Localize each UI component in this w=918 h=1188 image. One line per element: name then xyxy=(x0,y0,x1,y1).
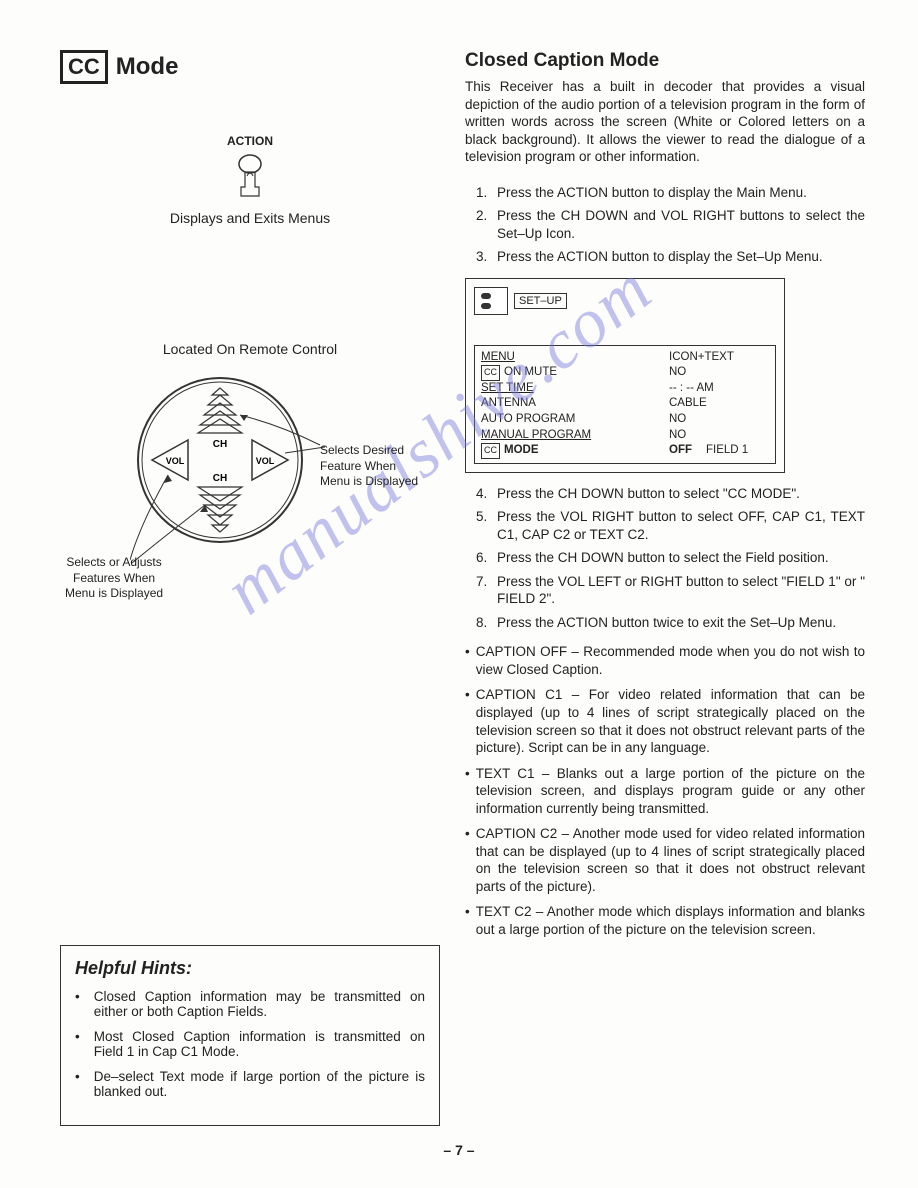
hints-title: Helpful Hints: xyxy=(75,958,425,979)
action-caption: Displays and Exits Menus xyxy=(60,210,440,226)
vol-left-label: VOL xyxy=(166,456,185,466)
desc-item: CAPTION OFF – Recommended mode when you … xyxy=(465,643,865,678)
step-item: Press the CH DOWN button to select "CC M… xyxy=(491,485,865,503)
setup-icon xyxy=(474,287,508,315)
page-number: – 7 – xyxy=(0,1142,918,1158)
helpful-hints-box: Helpful Hints: •Closed Caption informati… xyxy=(60,945,440,1126)
vol-right-label: VOL xyxy=(256,456,275,466)
desc-item: CAPTION C2 – Another mode used for video… xyxy=(465,825,865,895)
action-button-icon xyxy=(230,152,270,200)
annotation-left: Selects or Adjusts Features When Menu is… xyxy=(65,555,163,602)
step-item: Press the VOL LEFT or RIGHT button to se… xyxy=(491,573,865,608)
step-item: Press the ACTION button to display the S… xyxy=(491,248,865,266)
cc-badge: CC xyxy=(60,50,108,84)
page-title-left: CC Mode xyxy=(60,50,440,84)
hint-item: •Closed Caption information may be trans… xyxy=(75,989,425,1019)
step-item: Press the CH DOWN button to select the F… xyxy=(491,549,865,567)
steps-list-2: Press the CH DOWN button to select "CC M… xyxy=(465,485,865,632)
hint-item: •Most Closed Caption information is tran… xyxy=(75,1029,425,1059)
intro-paragraph: This Receiver has a built in decoder tha… xyxy=(465,78,865,166)
desc-item: CAPTION C1 – For video related informati… xyxy=(465,686,865,756)
desc-item: TEXT C2 – Another mode which displays in… xyxy=(465,903,865,938)
setup-menu-box: SET–UP MENUICON+TEXT CCON MUTENO SET TIM… xyxy=(465,278,785,473)
action-label: ACTION xyxy=(60,134,440,148)
mode-descriptions: CAPTION OFF – Recommended mode when you … xyxy=(465,643,865,938)
step-item: Press the CH DOWN and VOL RIGHT buttons … xyxy=(491,207,865,242)
hint-item: •De–select Text mode if large portion of… xyxy=(75,1069,425,1099)
ch-down-label: CH xyxy=(213,473,227,484)
mode-word: Mode xyxy=(116,53,179,81)
remote-label: Located On Remote Control xyxy=(60,341,440,357)
step-item: Press the ACTION button twice to exit th… xyxy=(491,614,865,632)
desc-item: TEXT C1 – Blanks out a large portion of … xyxy=(465,765,865,818)
setup-tag: SET–UP xyxy=(514,293,567,309)
ch-up-label: CH xyxy=(213,439,227,450)
step-item: Press the VOL RIGHT button to select OFF… xyxy=(491,508,865,543)
steps-list-1: Press the ACTION button to display the M… xyxy=(465,184,865,266)
closed-caption-title: Closed Caption Mode xyxy=(465,50,865,72)
annotation-right: Selects Desired Feature When Menu is Dis… xyxy=(320,443,418,490)
step-item: Press the ACTION button to display the M… xyxy=(491,184,865,202)
